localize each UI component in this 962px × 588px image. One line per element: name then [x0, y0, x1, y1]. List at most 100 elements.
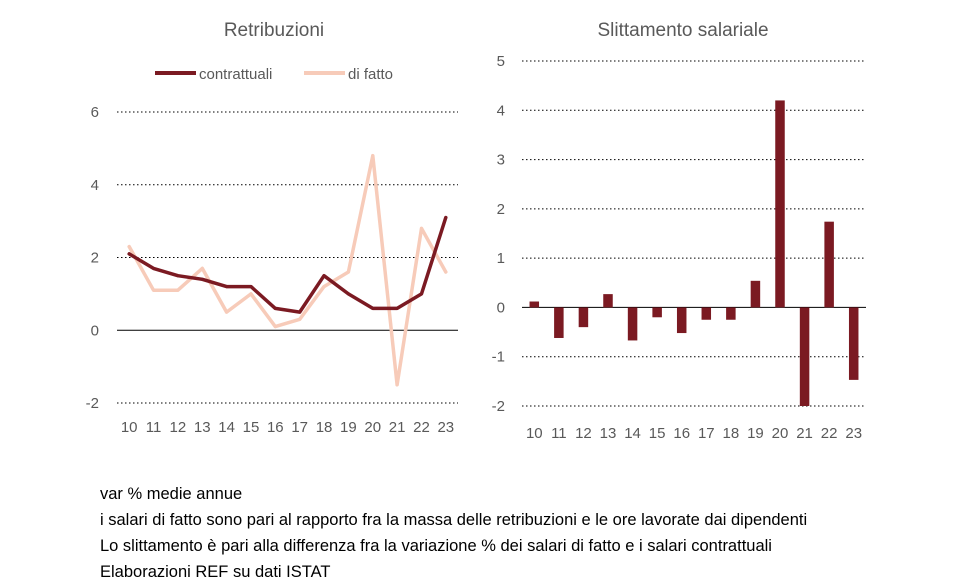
note-definition-salari: i salari di fatto sono pari al rapporto … — [100, 511, 808, 529]
y-axis-ticks: 5 4 3 2 1 0 -1 -2 — [492, 53, 505, 415]
y-tick-label: 4 — [91, 177, 99, 194]
y-tick-label: -2 — [492, 398, 505, 415]
data-point-di-fatto — [298, 317, 302, 321]
legend: contrattuali di fatto — [155, 66, 393, 83]
x-tick-label: 21 — [389, 419, 406, 436]
x-tick-label: 13 — [194, 419, 211, 436]
x-tick-label: 10 — [526, 425, 543, 442]
bar — [775, 100, 785, 308]
data-point-di-fatto — [371, 154, 375, 158]
y-tick-label: 1 — [497, 250, 505, 267]
x-tick-label: 14 — [624, 425, 641, 442]
data-point-di-fatto — [225, 310, 229, 314]
y-axis-ticks: 6 4 2 0 -2 — [86, 104, 99, 412]
x-tick-label: 18 — [723, 425, 740, 442]
data-point-di-fatto — [444, 270, 448, 274]
y-tick-label: -1 — [492, 349, 505, 366]
x-tick-label: 18 — [316, 419, 333, 436]
bar — [652, 307, 662, 318]
data-point-contrattuali — [322, 274, 326, 278]
bar — [529, 301, 540, 308]
y-tick-label: 2 — [91, 250, 99, 267]
series-line-di-fatto — [127, 153, 448, 387]
legend-label-di-fatto: di fatto — [348, 66, 393, 83]
x-tick-label: 19 — [747, 425, 764, 442]
x-tick-label: 20 — [364, 419, 381, 436]
note-units: var % medie annue — [100, 485, 243, 503]
x-tick-label: 11 — [551, 425, 567, 442]
bar — [554, 307, 564, 338]
x-tick-label: 21 — [796, 425, 813, 442]
x-tick-label: 16 — [673, 425, 690, 442]
data-point-di-fatto — [419, 226, 423, 230]
note-definition-slittamento: Lo slittamento è pari alla differenza fr… — [100, 537, 772, 555]
bar — [824, 221, 834, 308]
y-tick-label: 0 — [91, 322, 99, 339]
data-point-contrattuali — [152, 266, 156, 270]
y-tick-label: 6 — [91, 104, 99, 121]
x-tick-label: 14 — [218, 419, 235, 436]
chart-notes: var % medie annue i salari di fatto sono… — [100, 481, 950, 585]
data-point-contrattuali — [298, 310, 302, 314]
x-tick-label: 20 — [772, 425, 789, 442]
y-tick-label: 2 — [497, 201, 505, 218]
x-tick-label: 22 — [413, 419, 430, 436]
x-tick-label: 17 — [698, 425, 715, 442]
bar — [799, 307, 810, 406]
x-tick-label: 12 — [170, 419, 187, 436]
gridlines — [117, 111, 458, 404]
bars — [529, 100, 859, 406]
x-tick-label: 23 — [437, 419, 454, 436]
x-tick-label: 23 — [845, 425, 862, 442]
bar — [627, 307, 638, 341]
x-tick-label: 22 — [821, 425, 838, 442]
legend-label-contrattuali: contrattuali — [199, 66, 272, 83]
data-point-contrattuali — [371, 306, 375, 310]
bar — [750, 280, 761, 308]
data-point-contrattuali — [200, 277, 204, 281]
x-tick-label: 19 — [340, 419, 357, 436]
data-point-di-fatto — [176, 288, 180, 292]
series-line-contrattuali — [127, 215, 448, 314]
x-tick-label: 13 — [600, 425, 617, 442]
data-point-contrattuali — [395, 306, 399, 310]
bar — [676, 307, 687, 334]
data-point-di-fatto — [127, 245, 131, 249]
x-tick-label: 15 — [243, 419, 260, 436]
data-point-contrattuali — [273, 306, 277, 310]
data-point-di-fatto — [395, 383, 399, 387]
x-axis-ticks: 10 11 12 13 14 15 16 17 18 19 20 21 22 23 — [121, 419, 454, 436]
data-point-contrattuali — [346, 292, 350, 296]
x-axis-ticks: 10 11 12 13 14 15 16 17 18 19 20 21 22 23 — [526, 425, 862, 442]
y-tick-label: 0 — [497, 299, 505, 316]
x-tick-label: 11 — [146, 419, 162, 436]
y-tick-label: -2 — [86, 395, 99, 412]
data-point-contrattuali — [444, 215, 448, 219]
bar — [578, 307, 589, 328]
note-source: Elaborazioni REF su dati ISTAT — [100, 563, 331, 581]
data-point-di-fatto — [322, 285, 326, 289]
bar — [726, 307, 736, 320]
data-point-contrattuali — [127, 252, 131, 256]
bar — [848, 307, 859, 380]
gridlines — [522, 60, 866, 407]
data-point-di-fatto — [273, 325, 277, 329]
data-point-di-fatto — [346, 270, 350, 274]
chart-title: Retribuzioni — [224, 20, 324, 41]
chart-title: Slittamento salariale — [597, 20, 768, 41]
y-tick-label: 5 — [497, 53, 505, 70]
data-point-di-fatto — [152, 288, 156, 292]
data-point-di-fatto — [200, 266, 204, 270]
data-point-contrattuali — [225, 285, 229, 289]
y-tick-label: 4 — [497, 102, 505, 119]
charts-canvas: Retribuzioni contrattuali di fatto 6420-… — [86, 20, 866, 442]
x-tick-label: 16 — [267, 419, 284, 436]
x-tick-label: 17 — [291, 419, 308, 436]
x-tick-label: 15 — [649, 425, 666, 442]
y-tick-label: 3 — [497, 152, 505, 169]
series-lines — [127, 153, 448, 387]
bar — [701, 307, 712, 320]
data-point-contrattuali — [249, 285, 253, 289]
